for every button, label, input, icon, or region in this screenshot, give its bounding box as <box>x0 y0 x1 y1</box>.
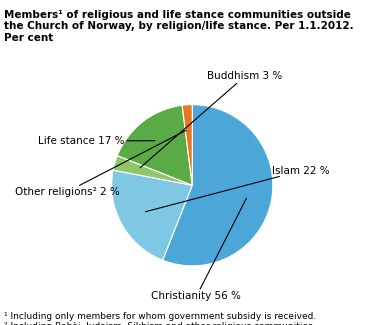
Wedge shape <box>113 156 192 185</box>
Text: ¹ Including only members for whom government subsidy is received.: ¹ Including only members for whom govern… <box>4 312 316 321</box>
Wedge shape <box>182 105 192 185</box>
Wedge shape <box>112 170 192 260</box>
Wedge shape <box>117 105 192 185</box>
Text: Members¹ of religious and life stance communities outside
the Church of Norway, : Members¹ of religious and life stance co… <box>4 10 353 43</box>
Wedge shape <box>162 105 273 266</box>
Text: ² Including Bahài, Judaism, Sikhism and other religious communities.: ² Including Bahài, Judaism, Sikhism and … <box>4 322 316 325</box>
Text: Christianity 56 %: Christianity 56 % <box>151 198 247 302</box>
Text: Other religions² 2 %: Other religions² 2 % <box>15 130 186 197</box>
Text: Buddhism 3 %: Buddhism 3 % <box>140 72 282 168</box>
Text: Life stance 17 %: Life stance 17 % <box>38 136 155 146</box>
Text: Islam 22 %: Islam 22 % <box>146 166 330 212</box>
